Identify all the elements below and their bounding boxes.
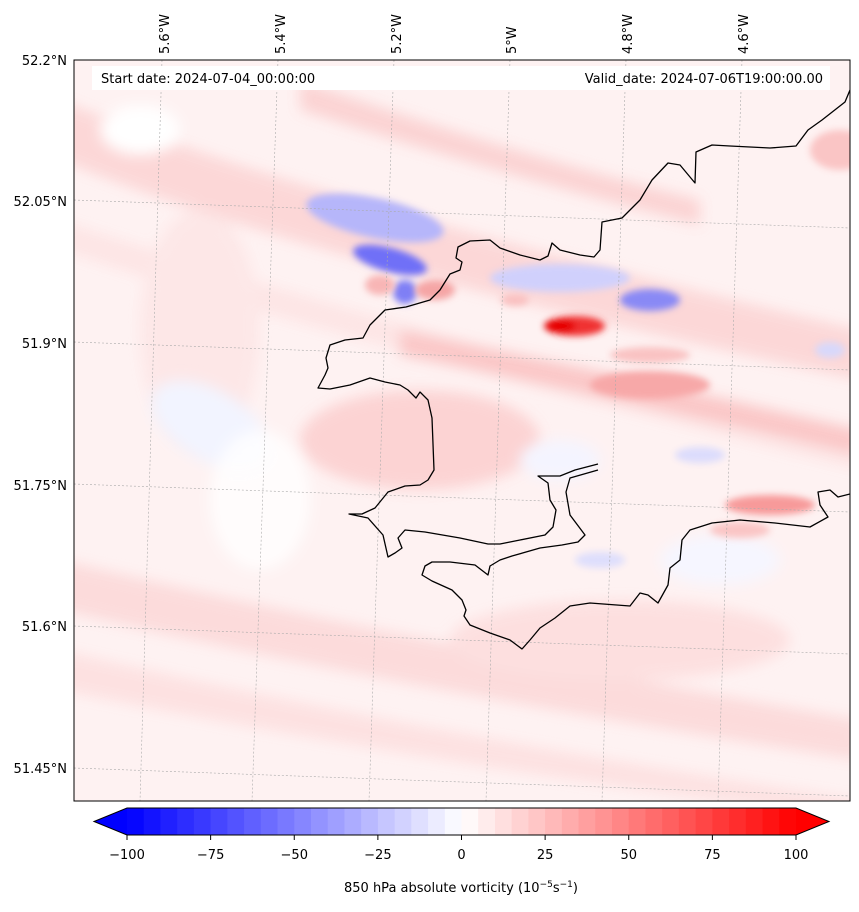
colorbar-cell xyxy=(662,808,680,835)
colorbar-cell xyxy=(561,808,580,835)
parallel-51.6n xyxy=(74,625,850,655)
colorbar-cell xyxy=(461,808,479,835)
longitude-labels: 5.6°W 5.4°W 5.2°W 5°W 4.8°W 4.6°W xyxy=(158,14,752,54)
vorticity-field xyxy=(74,80,850,801)
colorbar-tick-label: −75 xyxy=(197,848,224,863)
info-bar xyxy=(92,66,830,90)
colorbar-tick-label: 50 xyxy=(620,848,637,863)
colorbar-tick-label: 75 xyxy=(704,848,721,863)
meridian-5.6w xyxy=(139,60,163,801)
lon-label-4.6w: 4.6°W xyxy=(737,14,752,54)
colorbar-cell xyxy=(244,808,262,835)
colorbar-cell xyxy=(712,808,730,835)
colorbar-tick-label: −25 xyxy=(364,848,391,863)
lat-label-52.05n: 52.05°N xyxy=(14,195,67,210)
colorbar-cell xyxy=(478,808,496,835)
start-date-label: Start date: 2024-07-04_00:00:00 xyxy=(101,72,315,87)
colorbar-tick-label: 0 xyxy=(457,848,465,863)
valid-date-label: Valid_date: 2024-07-06T19:00:00.00 xyxy=(585,72,823,87)
colorbar-cell xyxy=(494,808,513,835)
parallel-52.05n xyxy=(74,199,850,229)
colorbar-cell xyxy=(528,808,546,835)
lon-label-5w: 5°W xyxy=(505,26,520,54)
latitude-labels: 52.2°N 52.05°N 51.9°N 51.75°N 51.6°N 51.… xyxy=(14,54,67,777)
colorbar-cell xyxy=(310,808,329,835)
colorbar-tick-label: −100 xyxy=(109,848,145,863)
parallel-51.45n xyxy=(74,767,850,797)
lon-label-5.2w: 5.2°W xyxy=(390,14,405,54)
map-frame xyxy=(73,59,851,802)
meridian-4.8w xyxy=(601,60,627,801)
lon-label-5.4w: 5.4°W xyxy=(274,14,289,54)
colorbar-cell xyxy=(645,808,663,835)
colorbar-cell xyxy=(260,808,279,835)
meridian-5.2w xyxy=(368,60,395,801)
colorbar-cell xyxy=(193,808,212,835)
colorbar-cell xyxy=(160,808,178,835)
lat-label-52.2n: 52.2°N xyxy=(22,54,67,69)
meridian-4.6w xyxy=(717,60,743,801)
colorbar-cell xyxy=(377,808,396,835)
lon-label-5.6w: 5.6°W xyxy=(158,14,173,54)
colorbar-cell xyxy=(344,808,362,835)
colorbar-tick-label: 25 xyxy=(537,848,554,863)
coastline-south xyxy=(421,469,850,650)
colorbar-max-extend xyxy=(796,808,829,835)
colorbar-cell xyxy=(578,808,596,835)
lon-label-4.8w: 4.8°W xyxy=(621,14,636,54)
colorbar-min-extend xyxy=(94,808,127,835)
coastline-north xyxy=(317,89,850,558)
colorbar-tick-label: 100 xyxy=(784,848,809,863)
colorbar-cell xyxy=(394,808,412,835)
colorbar-cell xyxy=(729,808,747,835)
colorbar-cell xyxy=(327,808,345,835)
colorbar-cell xyxy=(227,808,245,835)
colorbar-cell xyxy=(678,808,697,835)
colorbar-cell xyxy=(361,808,379,835)
lat-label-51.75n: 51.75°N xyxy=(14,479,67,494)
colorbar-cell xyxy=(428,808,446,835)
colorbar-tick-label: −50 xyxy=(281,848,308,863)
colorbar-cell xyxy=(294,808,312,835)
colorbar-cell xyxy=(695,808,713,835)
lat-label-51.9n: 51.9°N xyxy=(22,337,67,352)
coastline xyxy=(317,89,850,650)
parallel-51.75n xyxy=(74,483,850,513)
lat-label-51.6n: 51.6°N xyxy=(22,620,67,635)
colorbar-cell xyxy=(612,808,630,835)
map-panel: Start date: 2024-07-04_00:00:00 Valid_da… xyxy=(14,14,851,802)
colorbar-label: 850 hPa absolute vorticity (10−5s−1) xyxy=(344,880,578,896)
lat-label-51.45n: 51.45°N xyxy=(14,762,67,777)
colorbar-cell xyxy=(595,808,613,835)
colorbar-cell xyxy=(762,808,780,835)
colorbar-cell xyxy=(444,808,462,835)
parallel-51.9n xyxy=(74,341,850,371)
colorbar-cell xyxy=(210,808,228,835)
colorbar-cell xyxy=(127,808,145,835)
colorbar-cell xyxy=(745,808,764,835)
colorbar-cell xyxy=(628,808,646,835)
colorbar-cell xyxy=(411,808,429,835)
colorbar-ticks: −100 −75 −50 −25 0 25 50 75 100 xyxy=(109,835,808,863)
colorbar-cell xyxy=(779,808,797,835)
colorbar: −100 −75 −50 −25 0 25 50 75 100 850 hPa absolute… xyxy=(92,807,831,896)
colorbar-cell xyxy=(143,808,161,835)
meridian-5w xyxy=(485,60,511,801)
gridlines xyxy=(74,60,850,801)
colorbar-cell xyxy=(511,808,529,835)
colorbar-cell xyxy=(277,808,295,835)
colorbar-cell xyxy=(545,808,563,835)
colorbar-cell xyxy=(177,808,195,835)
colorbar-cells xyxy=(127,808,797,835)
meridian-5.4w xyxy=(251,60,279,801)
